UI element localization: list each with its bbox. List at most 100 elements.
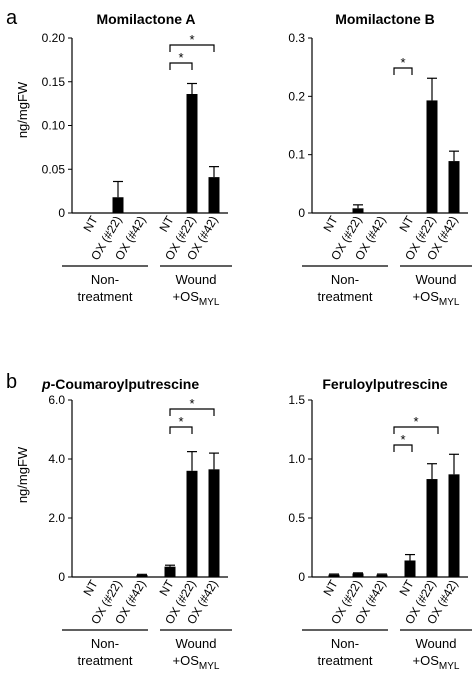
x-category-label: NT	[320, 213, 340, 234]
group-label: treatment	[318, 289, 373, 304]
group-label: +OSMYL	[173, 289, 220, 308]
group-label: treatment	[78, 289, 133, 304]
group-label: Non-	[91, 636, 119, 651]
group-label: Wound	[416, 272, 457, 287]
group-label-text: Non-	[331, 272, 359, 287]
group-label-text: Non-	[331, 636, 359, 651]
x-category-label: NT	[396, 213, 416, 234]
panel-letter-a: a	[6, 7, 18, 29]
bar	[376, 574, 388, 577]
bar	[328, 574, 340, 577]
bar	[448, 161, 460, 213]
y-tick-label: 1.5	[288, 393, 305, 407]
significance-bracket	[169, 62, 193, 70]
x-category-label: NT	[80, 577, 100, 598]
significance-bracket	[169, 44, 215, 52]
group-label: Non-	[331, 272, 359, 287]
bar	[164, 566, 176, 577]
group-label: Non-	[331, 636, 359, 651]
group-label-text: Wound	[416, 272, 457, 287]
y-tick-label: 0.20	[42, 31, 66, 45]
y-tick-label: 2.0	[48, 511, 65, 525]
y-tick-label: 1.0	[288, 452, 305, 466]
chart-title: Momilactone A	[96, 11, 195, 27]
y-tick-label: 0	[58, 206, 65, 220]
group-label-text: +OS	[173, 653, 200, 668]
group-label: Wound	[176, 636, 217, 651]
bar	[426, 479, 438, 577]
group-label-text: +OS	[413, 289, 440, 304]
group-label-text: treatment	[318, 653, 373, 668]
x-category-label: NT	[396, 577, 416, 598]
significance-star: *	[413, 414, 418, 429]
significance-star: *	[400, 432, 405, 447]
bar	[208, 469, 220, 577]
group-label-subscript: MYL	[199, 661, 220, 672]
significance-bracket	[393, 444, 413, 452]
bar	[426, 100, 438, 213]
x-category-label: NT	[80, 213, 100, 234]
significance-bracket	[393, 426, 439, 434]
significance-bracket	[169, 408, 215, 416]
group-label: Wound	[416, 636, 457, 651]
y-axis-label: ng/mgFW	[15, 81, 30, 138]
bar	[186, 94, 198, 213]
y-tick-label: 6.0	[48, 393, 65, 407]
significance-bracket	[169, 426, 193, 434]
group-label-text: Wound	[416, 636, 457, 651]
y-tick-label: 0.2	[288, 89, 305, 103]
y-tick-label: 0	[58, 570, 65, 584]
y-tick-label: 0.1	[288, 148, 305, 162]
panel-letter-b: b	[6, 371, 17, 393]
chart-title-part-2: -Coumaroylputrescine	[51, 376, 200, 392]
y-tick-label: 0.10	[42, 119, 66, 133]
significance-star: *	[178, 50, 183, 65]
bar	[136, 574, 148, 577]
chart-title: Feruloylputrescine	[322, 376, 447, 392]
group-label-text: Wound	[176, 272, 217, 287]
significance-star: *	[189, 32, 194, 47]
x-category-label: NT	[320, 577, 340, 598]
chart-title: Momilactone B	[335, 11, 435, 27]
group-label-subscript: MYL	[439, 661, 460, 672]
bar	[352, 208, 364, 213]
bar	[404, 560, 416, 577]
y-tick-label: 0.15	[42, 75, 66, 89]
y-tick-label: 4.0	[48, 452, 65, 466]
chart-title-part-1: p	[41, 376, 51, 392]
x-category-label: NT	[156, 577, 176, 598]
group-label-subscript: MYL	[199, 297, 220, 308]
group-label-text: Non-	[91, 636, 119, 651]
bar	[208, 177, 220, 213]
group-label-text: Non-	[91, 272, 119, 287]
x-category-label: NT	[156, 213, 176, 234]
group-label-text: treatment	[78, 653, 133, 668]
group-label-text: +OS	[413, 653, 440, 668]
group-label-text: Wound	[176, 636, 217, 651]
group-label-text: +OS	[173, 289, 200, 304]
y-tick-label: 0.05	[42, 162, 66, 176]
significance-star: *	[178, 414, 183, 429]
chart-1: Momilactone Ang/mgFW00.050.100.150.20NTO…	[15, 11, 232, 308]
group-label: treatment	[78, 653, 133, 668]
bar	[112, 197, 124, 213]
group-label-text: treatment	[318, 289, 373, 304]
group-label-text: treatment	[78, 289, 133, 304]
group-label: Non-	[91, 272, 119, 287]
chart-3: p-Coumaroylputrescine ng/mgFW 0 2.0 4.0 6.0 NT…	[15, 376, 232, 672]
significance-bracket	[393, 67, 413, 75]
significance-star: *	[189, 396, 194, 411]
significance-star: *	[400, 55, 405, 70]
bar	[352, 573, 364, 577]
group-label-subscript: MYL	[439, 297, 460, 308]
y-axis-label: ng/mgFW	[15, 446, 30, 503]
group-label: +OSMYL	[413, 653, 460, 672]
y-tick-label: 0.3	[288, 31, 305, 45]
bar	[448, 474, 460, 577]
charts: Momilactone Ang/mgFW00.050.100.150.20NTO…	[15, 11, 472, 672]
group-label: +OSMYL	[413, 289, 460, 308]
group-label: treatment	[318, 653, 373, 668]
y-tick-label: 0.5	[288, 511, 305, 525]
